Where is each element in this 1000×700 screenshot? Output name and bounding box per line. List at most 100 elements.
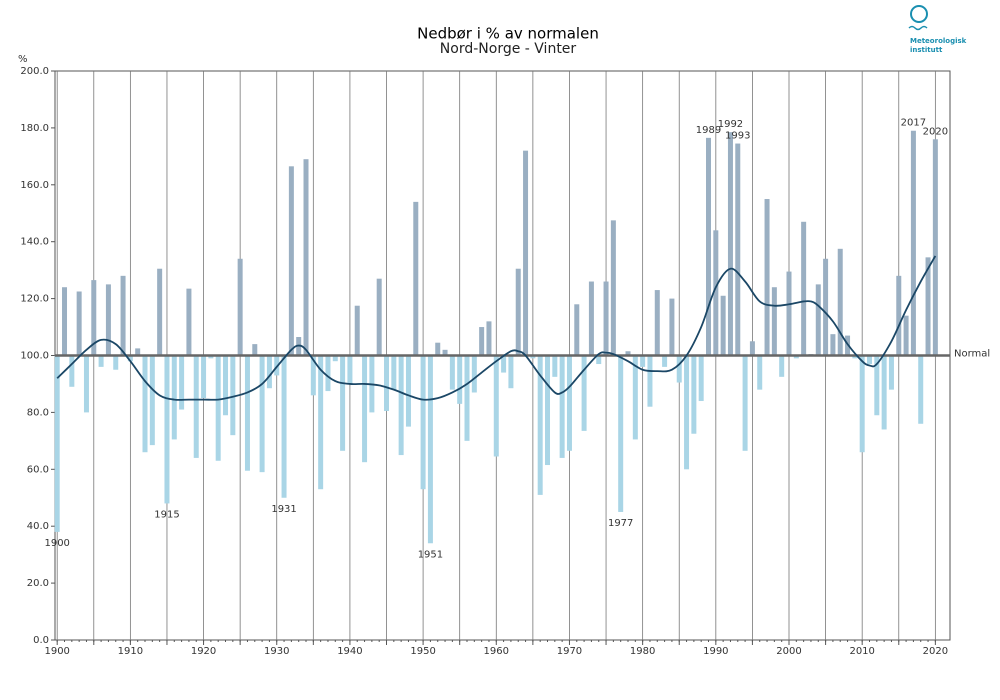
bar: [706, 137, 712, 356]
bar: [288, 166, 294, 356]
annotation: 1951: [418, 549, 443, 560]
bar: [391, 355, 397, 390]
bar: [932, 139, 938, 356]
bar: [764, 199, 770, 356]
y-tick-label: 100.0: [20, 351, 49, 362]
bar: [54, 355, 60, 532]
bar: [684, 355, 690, 470]
bar: [881, 355, 887, 430]
bar: [874, 355, 880, 416]
x-tick-label: 1920: [191, 646, 216, 657]
bar: [362, 355, 368, 463]
bar: [859, 355, 865, 453]
x-tick-label: 1930: [264, 646, 289, 657]
bar: [779, 355, 785, 377]
bar: [398, 355, 404, 456]
bar: [171, 355, 177, 440]
bar: [925, 257, 931, 356]
bar: [413, 201, 419, 356]
bar: [259, 355, 265, 473]
bar: [559, 355, 565, 458]
bar: [786, 271, 792, 356]
y-tick-label: 80.0: [27, 407, 49, 418]
chart-subtitle: Nord-Norge - Vinter: [440, 41, 577, 57]
bar: [105, 284, 111, 356]
logo-text: Meteorologisk: [910, 37, 967, 45]
bar: [910, 130, 916, 356]
bar: [596, 355, 602, 365]
bar: [625, 351, 631, 356]
bar: [588, 281, 594, 356]
y-tick-label: 0.0: [33, 635, 49, 646]
bar: [354, 305, 360, 356]
bar: [76, 291, 82, 356]
bar: [215, 355, 221, 461]
bar: [581, 355, 587, 431]
bar: [566, 355, 572, 451]
bar: [691, 355, 697, 434]
reference-label: Normal: [954, 349, 990, 360]
x-tick-label: 2010: [849, 646, 874, 657]
bar: [274, 355, 280, 376]
logo-wave: [908, 25, 928, 31]
bar: [523, 150, 529, 356]
bar: [903, 315, 909, 356]
bar: [113, 355, 119, 370]
bar: [486, 321, 492, 356]
logo-text: institutt: [910, 46, 943, 54]
bar: [325, 355, 331, 392]
x-tick-label: 1940: [337, 646, 362, 657]
x-tick-label: 1970: [557, 646, 582, 657]
bar: [852, 355, 858, 359]
bar: [508, 355, 514, 389]
bar: [537, 355, 543, 495]
bar: [830, 334, 836, 356]
bar: [457, 355, 463, 404]
bar: [83, 355, 89, 413]
bar: [318, 355, 324, 490]
bar: [164, 355, 170, 504]
bar: [501, 355, 507, 373]
bar: [771, 287, 777, 356]
annotation: 1989: [696, 125, 721, 136]
y-axis-label: %: [18, 54, 28, 65]
y-tick-label: 160.0: [20, 180, 49, 191]
bar: [654, 290, 660, 356]
y-tick-label: 120.0: [20, 294, 49, 305]
bar: [435, 342, 441, 356]
bar: [376, 278, 382, 356]
bar: [713, 230, 719, 356]
bar: [98, 355, 104, 367]
bar: [545, 355, 551, 466]
bar: [449, 355, 455, 390]
x-tick-label: 1900: [44, 646, 69, 657]
y-tick-label: 40.0: [27, 521, 49, 532]
bar: [281, 355, 287, 498]
annotation: 1992: [718, 119, 743, 130]
bar: [662, 355, 668, 367]
bar: [669, 298, 675, 356]
bar: [464, 355, 470, 441]
bar: [142, 355, 148, 453]
x-tick-label: 1980: [630, 646, 655, 657]
bar: [647, 355, 653, 407]
bar: [632, 355, 638, 440]
x-tick-label: 1910: [118, 646, 143, 657]
bar: [427, 355, 433, 544]
bar: [610, 220, 616, 356]
annotation: 1900: [44, 538, 69, 549]
bar: [493, 355, 499, 457]
bar: [823, 258, 829, 356]
bar: [918, 355, 924, 424]
bar: [618, 355, 624, 512]
y-tick-label: 180.0: [20, 123, 49, 134]
bar: [801, 221, 807, 356]
chart-title: Nedbør i % av normalen: [417, 25, 599, 43]
bar: [157, 268, 163, 356]
bar: [91, 280, 97, 356]
bar: [793, 355, 799, 359]
bar: [244, 355, 250, 471]
annotation: 1915: [154, 509, 179, 520]
bar: [479, 327, 485, 356]
